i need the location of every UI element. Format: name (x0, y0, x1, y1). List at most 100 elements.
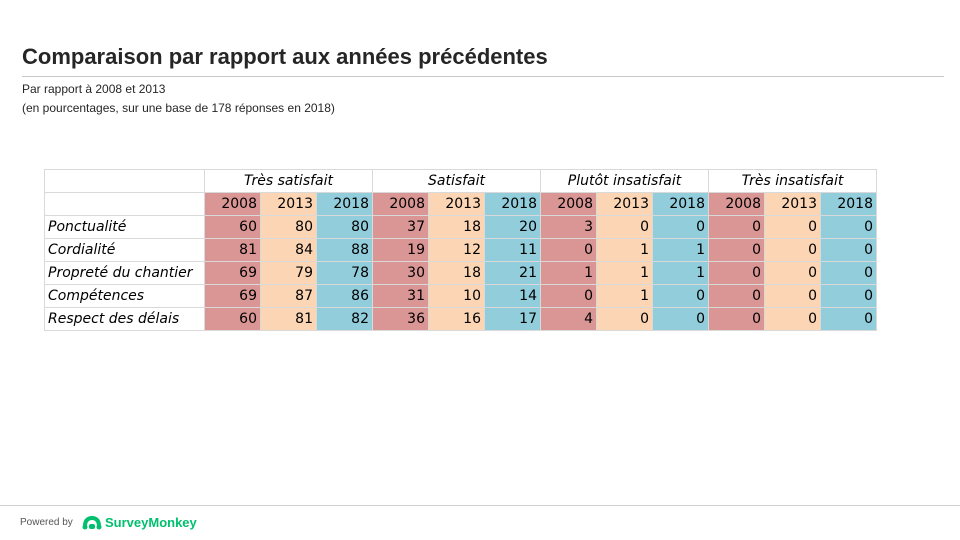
title-divider (22, 76, 944, 77)
subtitle-comparison: Par rapport à 2008 et 2013 (22, 82, 166, 96)
value-cell: 88 (316, 238, 373, 262)
value-cell: 69 (204, 261, 261, 285)
year-header: 2008 (708, 192, 765, 216)
value-cell: 81 (260, 307, 317, 331)
group-header: Plutôt insatisfait (540, 169, 709, 193)
group-header: Très insatisfait (708, 169, 877, 193)
table-row: Respect des délais 60 81 82 36 16 17 4 0 0 0 0 0 (44, 307, 877, 331)
brand-name: SurveyMonkey (105, 514, 197, 530)
footer-divider (0, 505, 960, 506)
header-row-years: 2008 2013 2018 2008 2013 2018 2008 2013 2018 2008… (44, 192, 877, 216)
value-cell: 19 (372, 238, 429, 262)
value-cell: 0 (820, 307, 877, 331)
value-cell: 16 (428, 307, 485, 331)
value-cell: 10 (428, 284, 485, 308)
value-cell: 31 (372, 284, 429, 308)
value-cell: 0 (708, 215, 765, 239)
value-cell: 0 (820, 261, 877, 285)
value-cell: 0 (540, 284, 597, 308)
value-cell: 0 (652, 307, 709, 331)
value-cell: 80 (260, 215, 317, 239)
subtitle-base: (en pourcentages, sur une base de 178 ré… (22, 101, 335, 115)
value-cell: 12 (428, 238, 485, 262)
value-cell: 0 (764, 307, 821, 331)
value-cell: 18 (428, 215, 485, 239)
value-cell: 0 (764, 238, 821, 262)
value-cell: 36 (372, 307, 429, 331)
row-label: Cordialité (44, 238, 205, 262)
value-cell: 0 (820, 215, 877, 239)
year-header: 2018 (652, 192, 709, 216)
value-cell: 78 (316, 261, 373, 285)
value-cell: 0 (652, 284, 709, 308)
value-cell: 0 (540, 238, 597, 262)
value-cell: 87 (260, 284, 317, 308)
year-header: 2008 (372, 192, 429, 216)
value-cell: 1 (652, 261, 709, 285)
value-cell: 0 (820, 238, 877, 262)
value-cell: 0 (708, 284, 765, 308)
comparison-table: Très satisfait Satisfait Plutôt insatisfai… (44, 169, 877, 331)
value-cell: 0 (708, 238, 765, 262)
value-cell: 80 (316, 215, 373, 239)
row-label: Ponctualité (44, 215, 205, 239)
value-cell: 0 (652, 215, 709, 239)
year-header: 2018 (316, 192, 373, 216)
year-header: 2018 (484, 192, 541, 216)
year-header: 2008 (540, 192, 597, 216)
value-cell: 1 (652, 238, 709, 262)
powered-by-label: Powered by (20, 517, 73, 528)
year-header: 2013 (428, 192, 485, 216)
value-cell: 17 (484, 307, 541, 331)
year-header: 2013 (764, 192, 821, 216)
value-cell: 1 (596, 238, 653, 262)
year-header: 2013 (260, 192, 317, 216)
table-row: Propreté du chantier 69 79 78 30 18 21 1 1 1 0 0 0 (44, 261, 877, 285)
value-cell: 0 (764, 215, 821, 239)
value-cell: 84 (260, 238, 317, 262)
group-header: Satisfait (372, 169, 541, 193)
value-cell: 0 (764, 261, 821, 285)
value-cell: 20 (484, 215, 541, 239)
corner-cell (44, 169, 205, 193)
value-cell: 4 (540, 307, 597, 331)
row-label: Propreté du chantier (44, 261, 205, 285)
value-cell: 18 (428, 261, 485, 285)
table-row: Compétences 69 87 86 31 10 14 0 1 0 0 0 0 (44, 284, 877, 308)
year-header: 2013 (596, 192, 653, 216)
header-row-groups: Très satisfait Satisfait Plutôt insatisfai… (44, 169, 877, 193)
table-row: Ponctualité 60 80 80 37 18 20 3 0 0 0 0 0 (44, 215, 877, 239)
value-cell: 30 (372, 261, 429, 285)
value-cell: 3 (540, 215, 597, 239)
year-header: 2008 (204, 192, 261, 216)
value-cell: 14 (484, 284, 541, 308)
value-cell: 1 (596, 284, 653, 308)
value-cell: 0 (764, 284, 821, 308)
value-cell: 79 (260, 261, 317, 285)
value-cell: 69 (204, 284, 261, 308)
surveymonkey-logo[interactable]: SurveyMonkey (81, 514, 197, 530)
value-cell: 1 (596, 261, 653, 285)
value-cell: 60 (204, 215, 261, 239)
value-cell: 11 (484, 238, 541, 262)
page-title: Comparaison par rapport aux années précé… (22, 44, 548, 69)
value-cell: 0 (708, 261, 765, 285)
value-cell: 0 (596, 307, 653, 331)
value-cell: 82 (316, 307, 373, 331)
value-cell: 86 (316, 284, 373, 308)
value-cell: 1 (540, 261, 597, 285)
value-cell: 0 (820, 284, 877, 308)
corner-cell (44, 192, 205, 216)
group-header: Très satisfait (204, 169, 373, 193)
value-cell: 0 (708, 307, 765, 331)
value-cell: 81 (204, 238, 261, 262)
table-row: Cordialité 81 84 88 19 12 11 0 1 1 0 0 0 (44, 238, 877, 262)
value-cell: 0 (596, 215, 653, 239)
row-label: Compétences (44, 284, 205, 308)
value-cell: 37 (372, 215, 429, 239)
value-cell: 60 (204, 307, 261, 331)
value-cell: 21 (484, 261, 541, 285)
row-label: Respect des délais (44, 307, 205, 331)
surveymonkey-logo-icon (82, 516, 102, 530)
year-header: 2018 (820, 192, 877, 216)
